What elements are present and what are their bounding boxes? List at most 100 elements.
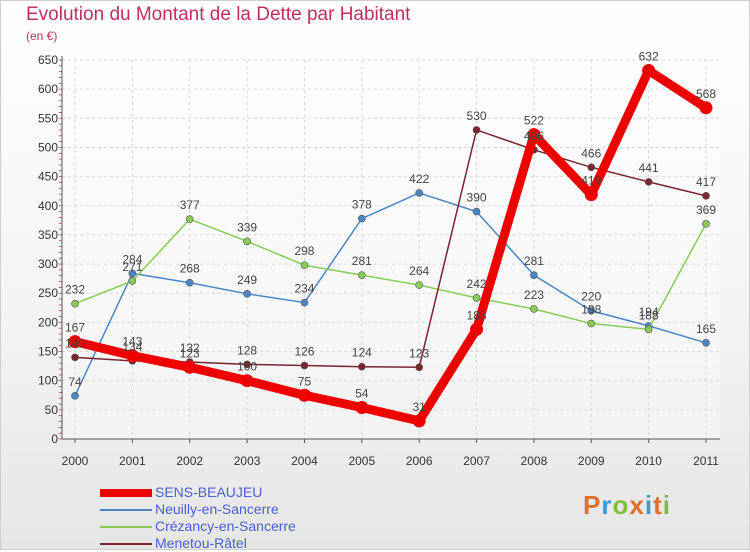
data-label-0: 632: [639, 49, 659, 63]
data-point-2: [300, 261, 309, 270]
data-point-2: [185, 215, 194, 223]
data-point-0: [183, 360, 197, 374]
data-label-3: 132: [180, 341, 200, 355]
data-label-1: 234: [294, 282, 314, 296]
legend-swatch: [100, 543, 152, 545]
data-point-2: [587, 319, 596, 328]
y-tick-label: 500: [38, 140, 58, 154]
data-label-3: 124: [352, 346, 372, 360]
data-label-2: 264: [409, 264, 429, 278]
y-tick-label: 350: [38, 228, 58, 242]
data-point-0: [642, 63, 656, 77]
y-tick-label: 650: [38, 53, 58, 67]
data-label-1: 249: [237, 273, 257, 287]
data-point-1: [472, 207, 481, 216]
data-point-1: [185, 278, 194, 287]
legend-swatch: [100, 489, 152, 497]
data-label-0: 100: [237, 360, 257, 374]
data-label-3: 134: [122, 340, 142, 354]
data-point-0: [527, 128, 541, 142]
data-point-0: [297, 388, 311, 402]
data-point-2: [358, 271, 366, 279]
data-label-3: 123: [409, 346, 429, 360]
data-label-2: 188: [639, 308, 659, 322]
data-label-1: 74: [68, 375, 82, 389]
data-point-3: [243, 360, 251, 369]
data-label-0: 31: [413, 400, 427, 414]
x-tick-label: 2003: [234, 454, 261, 468]
x-tick-label: 2001: [119, 454, 146, 468]
data-point-0: [699, 101, 713, 115]
legend-label: Menetou-Râtel: [155, 535, 247, 551]
series-line-1: [74, 192, 707, 397]
x-tick-label: 2010: [635, 454, 662, 468]
data-point-2: [472, 294, 481, 302]
data-label-3: 441: [639, 161, 659, 175]
data-label-2: 198: [581, 303, 601, 317]
data-label-3: 417: [696, 175, 716, 189]
data-label-0: 419: [581, 174, 601, 188]
data-point-3: [71, 353, 79, 362]
x-tick-label: 2005: [348, 454, 375, 468]
x-tick-label: 2007: [463, 454, 490, 468]
data-label-2: 281: [352, 254, 372, 268]
data-label-2: 377: [180, 198, 200, 212]
x-tick-label: 2002: [176, 454, 203, 468]
x-tick-label: 2006: [406, 454, 433, 468]
data-label-2: 339: [237, 220, 257, 234]
data-label-2: 369: [696, 203, 716, 217]
data-point-1: [358, 214, 366, 223]
y-tick-label: 600: [38, 82, 58, 96]
y-tick-label: 550: [38, 111, 58, 125]
legend-label: Neuilly-en-Sancerre: [155, 501, 279, 517]
x-tick-label: 2011: [693, 454, 719, 468]
y-tick-label: 100: [38, 374, 58, 388]
y-tick-label: 200: [38, 315, 58, 329]
data-point-2: [71, 299, 79, 308]
data-point-3: [300, 361, 309, 370]
data-point-3: [472, 126, 481, 134]
y-tick-label: 400: [38, 199, 58, 213]
y-tick-label: 450: [38, 170, 58, 184]
x-tick-label: 2000: [62, 454, 89, 468]
series-line-2: [74, 218, 707, 331]
data-label-0: 188: [467, 308, 487, 322]
data-point-2: [243, 237, 251, 246]
data-label-2: 298: [294, 244, 314, 258]
data-label-1: 281: [524, 254, 544, 268]
data-point-0: [355, 401, 369, 415]
data-label-0: 143: [122, 335, 142, 349]
data-label-1: 390: [467, 191, 487, 205]
data-point-0: [470, 322, 484, 336]
y-tick-label: 250: [38, 286, 58, 300]
data-label-0: 123: [180, 346, 200, 360]
unit-label: (en €): [26, 29, 58, 43]
data-label-1: 220: [581, 290, 601, 304]
data-label-0: 167: [65, 321, 85, 335]
data-label-3: 126: [294, 345, 314, 359]
data-label-0: 568: [696, 87, 716, 101]
data-label-3: 530: [467, 109, 487, 123]
data-point-1: [530, 271, 538, 279]
data-label-1: 422: [409, 172, 429, 186]
data-point-0: [412, 414, 426, 428]
data-label-3: 466: [581, 146, 601, 160]
proxiti-logo: Proxiti: [583, 490, 671, 520]
data-label-1: 284: [122, 252, 142, 266]
plot-area: [62, 60, 720, 439]
data-point-2: [128, 277, 137, 285]
data-label-1: 378: [352, 198, 372, 212]
data-label-2: 271: [122, 260, 142, 274]
y-tick-label: 300: [38, 257, 58, 271]
data-label-2: 232: [65, 283, 85, 297]
series-line-0: [70, 65, 711, 426]
legend-label: SENS-BEAUJEU: [155, 484, 263, 500]
data-point-2: [644, 325, 653, 334]
data-point-1: [415, 189, 423, 197]
data-point-0: [240, 374, 254, 388]
data-point-2: [415, 281, 423, 289]
legend-label: Crézancy-en-Sancerre: [155, 518, 296, 534]
x-tick-label: 2009: [578, 454, 605, 468]
data-point-1: [300, 298, 309, 307]
